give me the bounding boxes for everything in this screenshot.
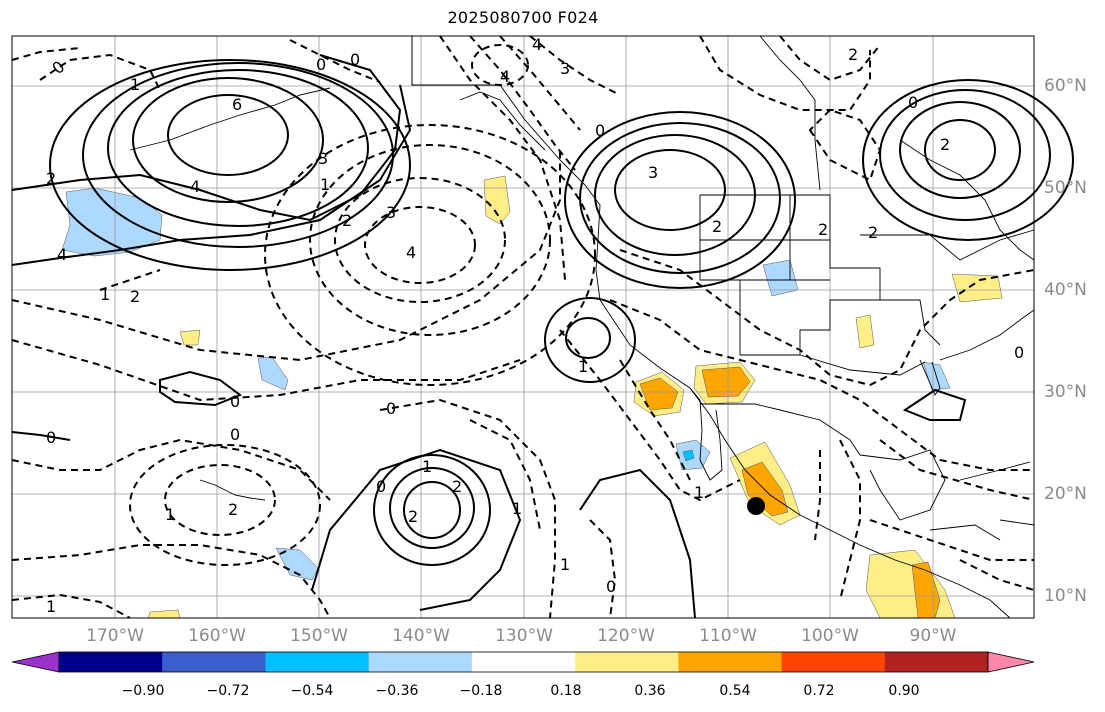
colorbar-swatch xyxy=(884,652,989,672)
contour-label: 3 xyxy=(318,149,328,168)
contour-label: 1 xyxy=(46,597,56,616)
yellow-region xyxy=(951,273,1003,303)
contour-label: 4 xyxy=(190,177,200,196)
longitude-label: 120°W xyxy=(597,626,655,646)
contour-label: 2 xyxy=(130,287,140,306)
contour-label: 0 xyxy=(316,55,326,74)
colorbar-tick-label: 0.90 xyxy=(888,683,920,699)
colorbar-tick-label: −0.54 xyxy=(290,683,334,699)
blue-region xyxy=(275,547,319,581)
colorbar-swatch xyxy=(678,652,783,672)
contour-label: 0 xyxy=(908,93,918,112)
contour-label: 2 xyxy=(228,500,238,519)
contour-label: 0 xyxy=(386,399,396,418)
colorbar-tick-label: 0.72 xyxy=(803,683,835,699)
colorbar-swatch xyxy=(162,652,266,672)
contour-label: 3 xyxy=(648,163,658,182)
contour-label: 4 xyxy=(406,243,416,262)
latitude-label: 60°N xyxy=(1044,76,1087,96)
longitude-label: 170°W xyxy=(86,626,144,646)
latitude-label: 30°N xyxy=(1044,382,1087,402)
contour-label: 1 xyxy=(578,357,588,376)
longitude-label: 140°W xyxy=(392,626,450,646)
latitude-label: 20°N xyxy=(1044,484,1087,504)
latitude-label: 40°N xyxy=(1044,280,1087,300)
contour-labels: 0 0 4 4 2 3 6 4 0 1 2 1 4 2 3 3 4 2 1 0 … xyxy=(46,35,1024,616)
contour-label: 2 xyxy=(408,507,418,526)
contour-label: 0 xyxy=(230,425,240,444)
longitude-label: 150°W xyxy=(290,626,348,646)
longitude-label: 90°W xyxy=(909,626,957,646)
longitude-label: 100°W xyxy=(801,626,859,646)
colorbar-tick-label: −0.90 xyxy=(121,683,165,699)
map-frame xyxy=(11,35,1035,619)
colorbar-tick-label: −0.36 xyxy=(375,683,419,699)
contour-label: 1 xyxy=(512,499,522,518)
contour-label: 2 xyxy=(342,211,352,230)
yellow-region xyxy=(855,314,875,349)
contour-label: 0 xyxy=(46,428,56,447)
contour-label: 0 xyxy=(350,50,360,69)
colorbar-swatch xyxy=(471,652,576,672)
contour-label: 2 xyxy=(848,45,858,64)
latitude-label: 10°N xyxy=(1044,586,1087,606)
contour-label: 4 xyxy=(532,35,542,54)
colorbar-swatch xyxy=(59,652,163,672)
contour-label: 2 xyxy=(818,220,828,239)
contour-label: 1 xyxy=(100,285,110,304)
orange-region xyxy=(701,366,751,398)
contour-label: 0 xyxy=(230,392,240,411)
longitude-label: 130°W xyxy=(495,626,553,646)
contour-label: 2 xyxy=(452,477,462,496)
latitude-label: 50°N xyxy=(1044,178,1087,198)
contour-label: 6 xyxy=(232,95,242,114)
yellow-region xyxy=(483,175,511,225)
contour-label: 0 xyxy=(595,121,605,140)
contour-label: 2 xyxy=(940,135,950,154)
blue-region xyxy=(682,449,695,462)
colorbar-tick-label: −0.18 xyxy=(459,683,503,699)
colorbar-tick-label: −0.72 xyxy=(206,683,250,699)
colorbar-extend-high xyxy=(987,651,1035,673)
contour-label: 0 xyxy=(1014,343,1024,362)
contours-positive xyxy=(11,54,1074,619)
storm-center-marker xyxy=(747,497,765,515)
contour-label: 1 xyxy=(422,457,432,476)
yellow-region xyxy=(179,329,201,346)
contour-label: 0 xyxy=(376,477,386,496)
contours-negative xyxy=(11,35,1035,619)
coastlines xyxy=(129,35,1035,619)
longitude-label: 160°W xyxy=(188,626,246,646)
colorbar-outline xyxy=(58,651,989,673)
colorbar-swatch xyxy=(575,652,679,672)
contour-label: 2 xyxy=(868,223,878,242)
colorbar-tick-label: 0.54 xyxy=(719,683,751,699)
contour-label: 1 xyxy=(560,555,570,574)
contour-label: 1 xyxy=(320,175,330,194)
colorbar-extend-low xyxy=(11,651,60,673)
colorbar-tick-label: 0.18 xyxy=(550,683,582,699)
contour-label: 3 xyxy=(560,59,570,78)
colorbar-tick-label: 0.36 xyxy=(634,683,666,699)
contour-label: 2 xyxy=(46,169,56,188)
longitude-label: 110°W xyxy=(699,626,757,646)
contour-label: 1 xyxy=(130,75,140,94)
colorbar-swatch xyxy=(265,652,370,672)
contour-label: 2 xyxy=(712,217,722,236)
contour-label: 4 xyxy=(57,245,67,264)
orange-region xyxy=(741,461,789,517)
shaded-regions xyxy=(61,175,1003,619)
contour-label: 1 xyxy=(694,483,704,502)
map-frame-bg xyxy=(12,36,1034,618)
colorbar-swatch xyxy=(368,652,473,672)
contour-label: 0 xyxy=(606,577,616,596)
colorbar xyxy=(11,651,1035,673)
contour-label: 3 xyxy=(386,203,396,222)
map-title: 2025080700 F024 xyxy=(447,8,599,27)
colorbar-swatch xyxy=(781,652,886,672)
contour-label: 4 xyxy=(500,67,510,86)
contour-label: 1 xyxy=(165,505,175,524)
